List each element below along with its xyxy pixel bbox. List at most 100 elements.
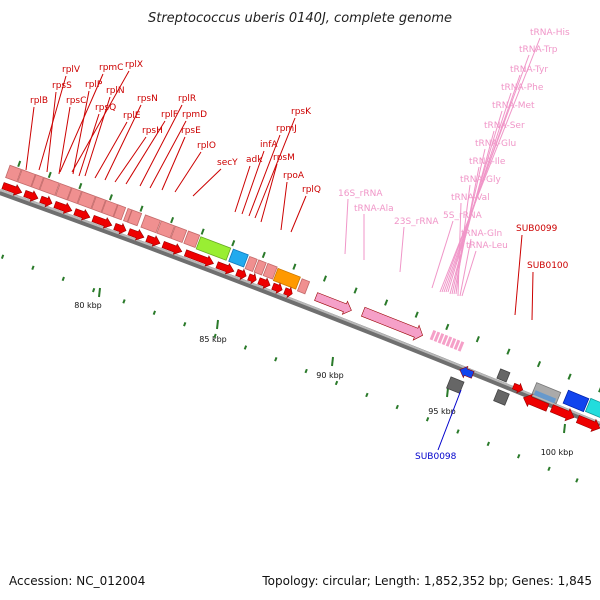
outer-tick — [475, 336, 480, 343]
label-leader-lines — [25, 37, 541, 451]
gene-label-SUB0099: SUB0099 — [516, 224, 558, 234]
scale-label: 100 kbp — [541, 448, 574, 457]
gene-label-rpsC: rpsC — [66, 96, 86, 106]
trna-gene-block — [445, 336, 453, 347]
gene-leader-line — [72, 90, 90, 175]
trna-gene-block — [437, 333, 445, 344]
gene-features — [1, 164, 600, 433]
gene-leader-line — [84, 96, 111, 177]
ribosomal-gene-block — [253, 259, 267, 276]
rna-label-tRNA-Gln: tRNA-Gln — [461, 229, 502, 239]
outer-tick — [536, 360, 542, 368]
rna-label-16S_rRNA: 16S_rRNA — [338, 189, 383, 199]
gene-label-secY: secY — [217, 158, 238, 168]
ribosomal-gene-block — [55, 182, 72, 201]
gene-label-SUB0098: SUB0098 — [415, 452, 457, 462]
cds-arrow — [73, 208, 91, 221]
scale-ticks — [0, 160, 600, 483]
sub0099-gene-block — [493, 389, 510, 406]
inner-tick — [31, 265, 35, 270]
sub0098-gene-block — [446, 376, 465, 394]
gene-leader-line — [290, 195, 307, 233]
ribosomal-gene-block — [113, 204, 127, 221]
rplQ-gene-block — [296, 278, 311, 295]
outer-tick — [506, 348, 511, 355]
gene-leader-line — [192, 168, 222, 197]
inner-tick — [304, 368, 308, 374]
inner-tick — [456, 429, 460, 434]
accession-text: Accession: NC_012004 — [9, 574, 146, 588]
outer-tick — [78, 182, 83, 190]
topology-text: Topology: circular; Length: 1,852,352 bp… — [262, 574, 592, 588]
gene-label-rpsM: rpsM — [273, 153, 295, 163]
gene-label-rpsN: rpsN — [137, 94, 158, 104]
rna-label-tRNA-Gly: tRNA-Gly — [460, 175, 502, 185]
gene-label-rplN: rplN — [106, 86, 125, 96]
gene-label-rplQ: rplQ — [302, 185, 321, 195]
ribosomal-gene-block — [17, 169, 36, 188]
gene-leader-line — [71, 70, 130, 173]
gene-leader-line — [125, 120, 166, 185]
trna-gene-block — [449, 337, 457, 349]
rna-label-tRNA-Val: tRNA-Val — [451, 193, 490, 203]
gene-leader-line — [174, 151, 202, 193]
gene-label-rplX: rplX — [125, 60, 143, 70]
scale-label: 80 kbp — [74, 301, 102, 310]
gene-label-infA: infA — [260, 140, 278, 150]
rna-leader-line — [344, 198, 349, 255]
gene-block — [533, 390, 557, 404]
sub-leader-line — [514, 234, 523, 316]
ribosomal-gene-block — [67, 187, 83, 205]
gene-leader-line — [59, 73, 104, 173]
inner-tick — [575, 478, 579, 483]
major-tick — [216, 319, 219, 330]
gene-leader-line — [161, 136, 186, 191]
outer-tick — [414, 311, 419, 318]
inner-tick — [183, 322, 187, 327]
rna-leader-line — [445, 92, 512, 293]
rna-leader-line — [453, 166, 480, 295]
rna-label-tRNA-Leu: tRNA-Leu — [466, 241, 508, 251]
rna-label-tRNA-Tyr: tRNA-Tyr — [510, 65, 548, 75]
rna-leader-line — [457, 202, 462, 297]
ribosomal-gene-block — [262, 262, 278, 280]
ribosomal-gene-block — [91, 196, 107, 213]
major-tick — [446, 387, 449, 398]
gene-leader-line — [280, 181, 288, 231]
gene-label-rpmC: rpmC — [99, 63, 123, 73]
ribosomal-gene-block — [31, 174, 44, 191]
major-tick — [331, 356, 334, 367]
major-tick — [563, 423, 566, 434]
gene-leader-line — [104, 104, 142, 181]
ribosomal-gene-block — [127, 209, 143, 227]
trna-gene-block — [457, 341, 465, 352]
trna-gene-block — [453, 339, 461, 351]
gene-label-rpmJ: rpmJ — [276, 124, 297, 134]
gene-label-rplO: rplO — [197, 141, 216, 151]
inner-tick — [274, 356, 278, 362]
gene-leader-line — [46, 91, 57, 173]
outer-tick — [108, 194, 113, 201]
rna-label-5S_rRNA: 5S_rRNA — [443, 211, 483, 221]
cds-arrow — [53, 200, 73, 214]
cds-arrow — [39, 195, 53, 208]
gene-leader-line — [234, 165, 251, 213]
gene-leader-line — [78, 113, 100, 177]
trna-gene-block — [429, 329, 437, 341]
inner-tick — [243, 345, 248, 350]
gene-label-rplV: rplV — [62, 65, 81, 75]
inner-tick — [547, 466, 551, 472]
outer-tick — [139, 205, 144, 212]
gene-label-rplE: rplE — [123, 111, 141, 121]
cds-arrow — [23, 190, 39, 202]
rna-leader-line — [399, 226, 405, 273]
gene-block — [562, 389, 590, 413]
cds-arrow — [161, 241, 183, 255]
gene-block — [584, 397, 600, 420]
gene-label-rpmD: rpmD — [182, 110, 207, 120]
rpoA-gene-block — [272, 267, 301, 290]
outer-tick — [445, 323, 450, 331]
rrna-16s-arrow — [314, 292, 352, 315]
gene-label-rpsS: rpsS — [52, 81, 72, 91]
ribosomal-gene-block — [140, 214, 161, 234]
